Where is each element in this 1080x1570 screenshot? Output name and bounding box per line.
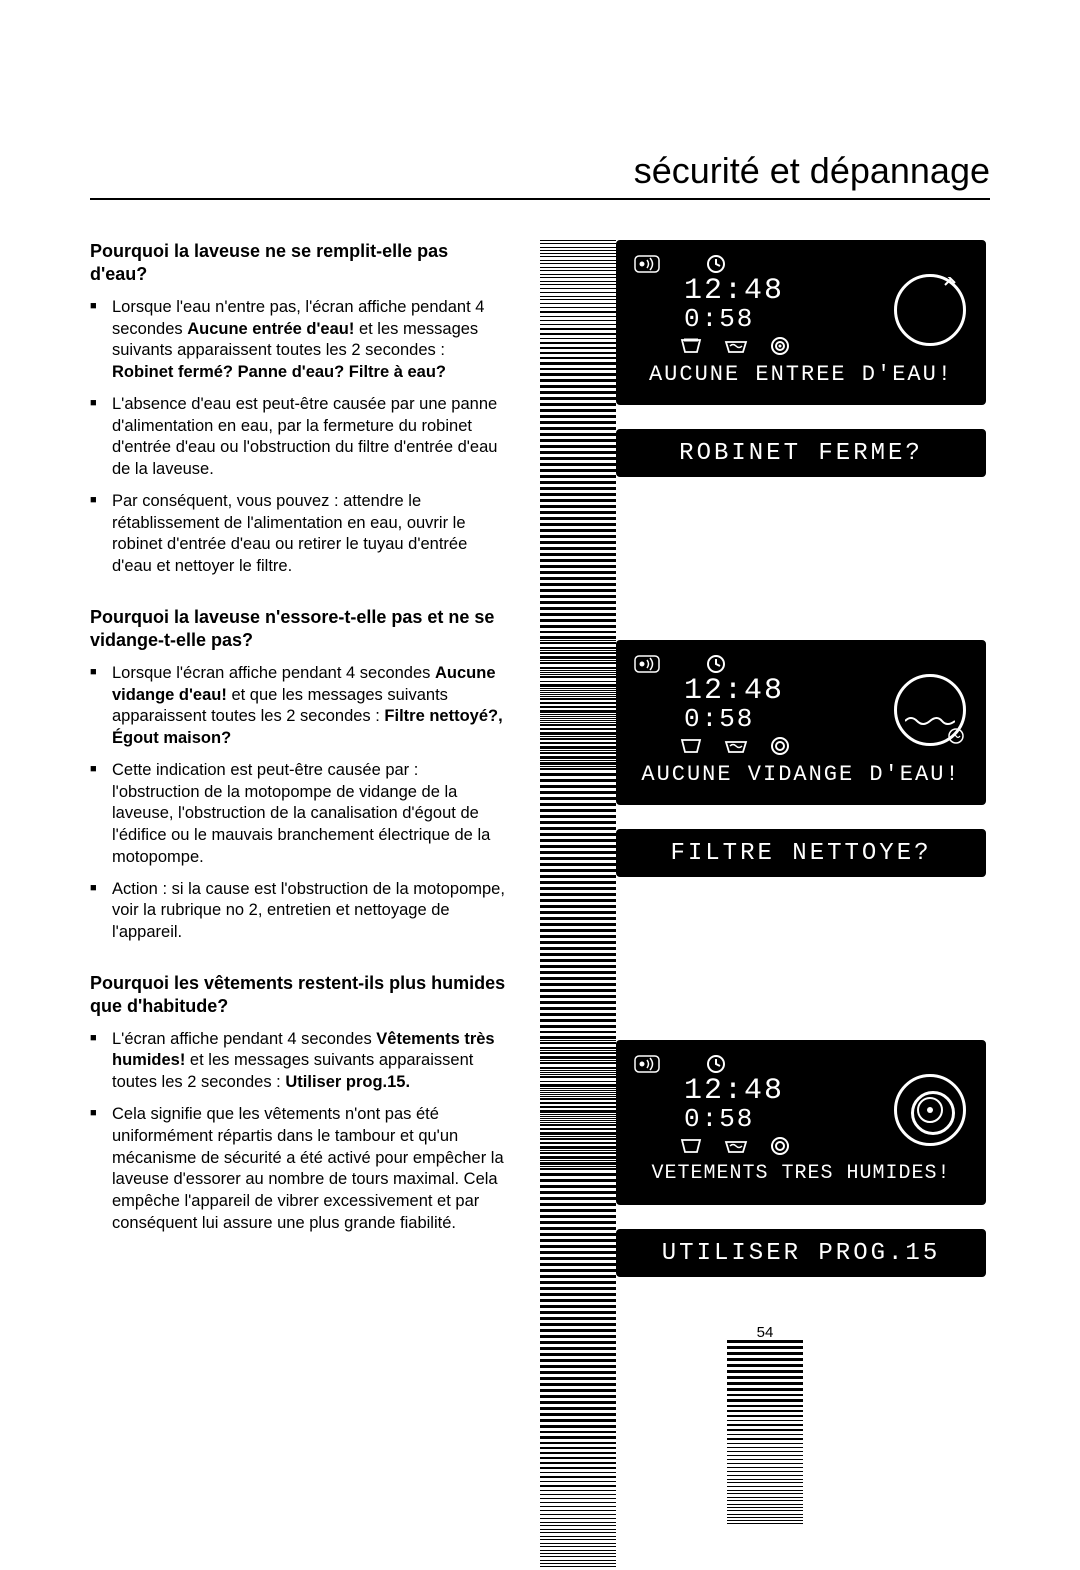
display-message-3: VETEMENTS TRES HUMIDES!	[634, 1162, 968, 1185]
q2-title: Pourquoi la laveuse n'essore-t-elle pas …	[90, 606, 510, 653]
wash-icon	[680, 338, 702, 354]
display-submessage-3: UTILISER PROG.15	[616, 1229, 986, 1277]
display-panel-3: 12:48 0:58 VETEMENTS TRES HUMIDES!	[616, 1040, 986, 1205]
spin-icon	[770, 336, 790, 356]
clock-icon	[706, 1054, 726, 1074]
wash-icon	[680, 1138, 702, 1154]
rinse-icon	[724, 338, 748, 354]
list-item: Cela signifie que les vêtements n'ont pa…	[90, 1104, 510, 1235]
hatch-lines	[727, 1340, 803, 1393]
list-item: Action : si la cause est l'obstruction d…	[90, 879, 510, 944]
rinse-icon	[724, 738, 748, 754]
q3-list: L'écran affiche pendant 4 secondes Vêtem…	[90, 1029, 510, 1235]
right-column: 12:48 0:58 AUCUNE ENTREE D'EAU! ROBINET …	[540, 240, 990, 1263]
display-panel-2: 12:48 0:58 AUCUNE VIDANGE D'EAU!	[616, 640, 986, 805]
display-submessage-2: FILTRE NETTOYE?	[616, 829, 986, 877]
sound-icon	[634, 655, 660, 673]
sound-icon	[634, 255, 660, 273]
list-item: Par conséquent, vous pouvez : attendre l…	[90, 491, 510, 578]
display-panel-1: 12:48 0:58 AUCUNE ENTREE D'EAU!	[616, 240, 986, 405]
rinse-icon	[724, 1138, 748, 1154]
clock-icon	[706, 254, 726, 274]
drum-spin-icon	[894, 1074, 966, 1146]
display-submessage-1: ROBINET FERME?	[616, 429, 986, 477]
wash-icon	[680, 738, 702, 754]
spin-icon	[770, 1136, 790, 1156]
display-message-2: AUCUNE VIDANGE D'EAU!	[634, 762, 968, 787]
q2-list: Lorsque l'écran affiche pendant 4 second…	[90, 663, 510, 944]
page-title: sécurité et dépannage	[90, 150, 990, 200]
list-item: Cette indication est peut-être causée pa…	[90, 760, 510, 869]
left-column: Pourquoi la laveuse ne se remplit-elle p…	[90, 240, 510, 1263]
sound-icon	[634, 1055, 660, 1073]
hatch-lines	[540, 1040, 616, 1570]
list-item: Lorsque l'eau n'entre pas, l'écran affic…	[90, 297, 510, 384]
drum-icon	[894, 274, 966, 346]
display-message-1: AUCUNE ENTREE D'EAU!	[634, 362, 968, 387]
q1-list: Lorsque l'eau n'entre pas, l'écran affic…	[90, 297, 510, 578]
q1-title: Pourquoi la laveuse ne se remplit-elle p…	[90, 240, 510, 287]
drum-icon	[894, 674, 966, 746]
spin-icon	[770, 736, 790, 756]
q3-title: Pourquoi les vêtements restent-ils plus …	[90, 972, 510, 1019]
list-item: L'absence d'eau est peut-être causée par…	[90, 394, 510, 481]
list-item: Lorsque l'écran affiche pendant 4 second…	[90, 663, 510, 750]
list-item: L'écran affiche pendant 4 secondes Vêtem…	[90, 1029, 510, 1094]
clock-icon	[706, 654, 726, 674]
